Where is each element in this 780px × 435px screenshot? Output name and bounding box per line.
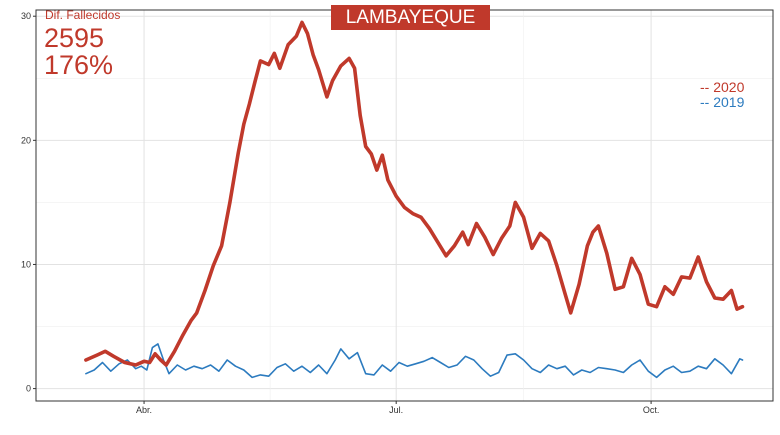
annotation-percent: 176%	[44, 50, 114, 80]
y-tick-label: 0	[26, 384, 31, 394]
legend: -- 2020 -- 2019	[700, 80, 744, 110]
chart-title: LAMBAYEQUE	[331, 5, 490, 30]
x-tick-label: Jul.	[389, 405, 403, 415]
annotation-value: 2595	[44, 23, 105, 53]
grid	[36, 10, 773, 401]
series-layer	[84, 20, 745, 379]
legend-item-2019: -- 2019	[700, 94, 745, 110]
series-line-2020	[84, 20, 745, 367]
x-tick-label: Oct.	[643, 405, 660, 415]
axis-layer: 0 10 20 30 Abr. Jul. Oct.	[21, 11, 659, 415]
series-line-2019	[85, 343, 744, 379]
y-tick-label: 30	[21, 11, 31, 21]
y-tick-label: 10	[21, 259, 31, 269]
annotation-label: Dif. Fallecidos	[45, 8, 121, 22]
legend-item-2020: -- 2020	[700, 79, 745, 95]
x-tick-label: Abr.	[136, 405, 152, 415]
y-tick-label: 20	[21, 135, 31, 145]
